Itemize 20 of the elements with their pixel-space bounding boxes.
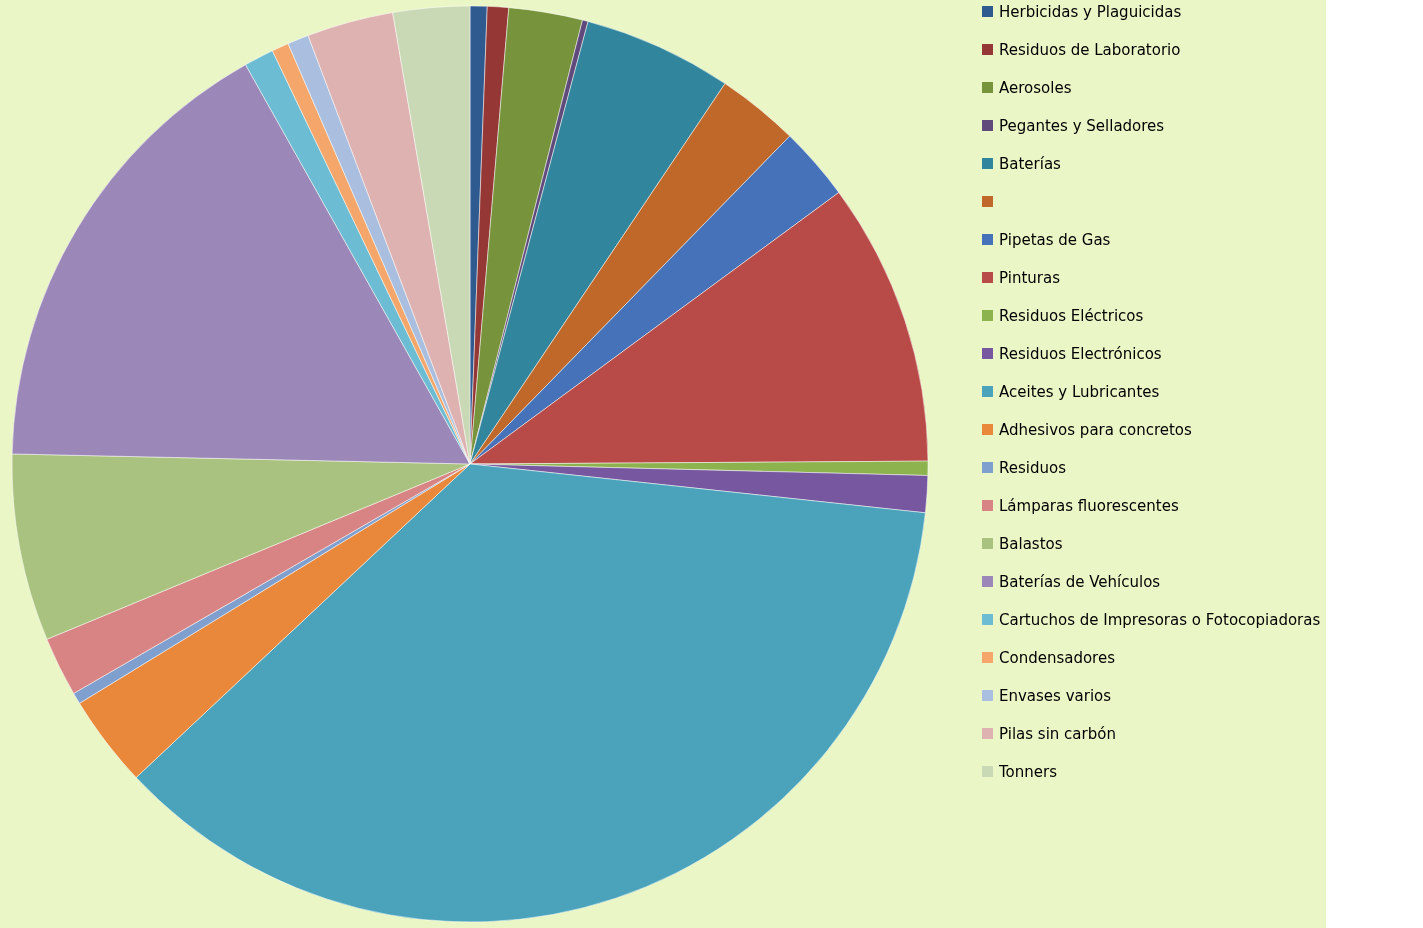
legend-label: Tonners xyxy=(998,762,1058,781)
legend-label: Balastos xyxy=(999,534,1063,553)
legend-label: Residuos de Laboratorio xyxy=(999,40,1181,59)
legend-label: Baterías de Vehículos xyxy=(999,572,1161,591)
legend-label: Pilas sin carbón xyxy=(999,724,1116,743)
legend-label: Residuos xyxy=(999,458,1067,477)
legend-label: Baterías xyxy=(999,154,1062,173)
legend-label: Pipetas de Gas xyxy=(999,230,1111,249)
legend-label: Lámparas fluorescentes xyxy=(999,496,1179,515)
legend-label: Herbicidas y Plaguicidas xyxy=(999,2,1182,21)
legend-label: Residuos Electrónicos xyxy=(999,344,1162,363)
legend-label: Condensadores xyxy=(999,648,1116,667)
legend-label: Cartuchos de Impresoras o Fotocopiadoras xyxy=(999,610,1321,629)
legend-label: Adhesivos para concretos xyxy=(999,420,1193,439)
legend-label: Pegantes y Selladores xyxy=(999,116,1165,135)
legend-label: Envases varios xyxy=(999,686,1112,705)
legend-label: Pinturas xyxy=(999,268,1061,287)
legend-label: Aceites y Lubricantes xyxy=(999,382,1160,401)
legend-label: Residuos Eléctricos xyxy=(999,306,1144,325)
legend-label: Aerosoles xyxy=(999,78,1072,97)
